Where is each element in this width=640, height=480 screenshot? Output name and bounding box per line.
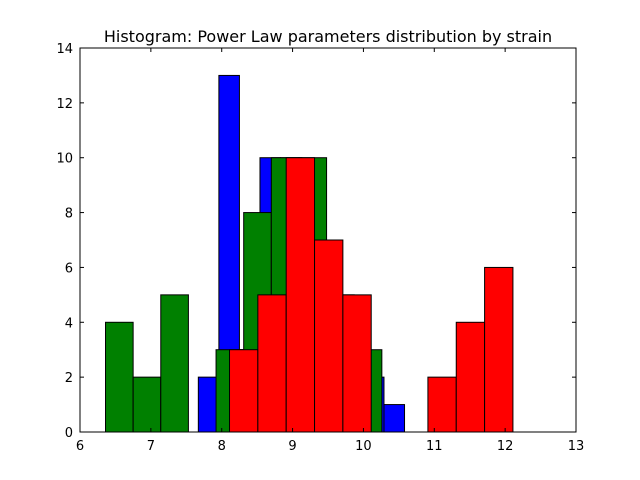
histogram-bar-series-3-bin-10 (484, 266, 514, 433)
histogram-bar-series-2-bin-2 (132, 376, 162, 433)
y-tick-label: 0 (65, 426, 73, 441)
histogram-bar-series-3-bin-3 (285, 157, 316, 433)
x-tick-label: 11 (426, 439, 443, 454)
y-tick-label: 12 (56, 97, 73, 112)
histogram-bar-series-3-bin-2 (257, 294, 287, 433)
chart-title: Histogram: Power Law parameters distribu… (104, 27, 552, 46)
y-tick-label: 2 (65, 371, 73, 386)
y-tick-label: 4 (65, 316, 73, 331)
histogram-bar-series-2-bin-3 (160, 294, 189, 433)
histogram-bar-series-3-bin-5 (342, 294, 372, 433)
y-tick-label: 6 (65, 261, 73, 276)
histogram-bar-series-1-bin-10 (383, 404, 406, 433)
x-tick-label: 13 (568, 439, 585, 454)
bars-layer (105, 74, 514, 433)
ticks-layer: 6 7 8 9 10 11 12 13 0 2 4 6 8 10 12 14 (56, 42, 584, 454)
histogram-bar-series-3-bin-9 (455, 321, 486, 433)
x-tick-label: 6 (76, 439, 84, 454)
x-tick-label: 10 (355, 439, 372, 454)
histogram-bar-series-3-bin-4 (314, 239, 344, 433)
plot-frame (79, 47, 577, 433)
x-tick-label: 9 (288, 439, 296, 454)
y-tick-label: 14 (56, 42, 73, 57)
y-tick-label: 10 (56, 152, 73, 167)
histogram-bar-series-3-bin-8 (427, 376, 457, 433)
x-tick-label: 8 (218, 439, 226, 454)
x-tick-label: 7 (147, 439, 155, 454)
histogram-bar-series-3-bin-1 (229, 349, 259, 433)
histogram-bar-series-2-bin-1 (105, 321, 134, 433)
x-tick-label: 12 (497, 439, 514, 454)
y-tick-label: 8 (65, 207, 73, 222)
